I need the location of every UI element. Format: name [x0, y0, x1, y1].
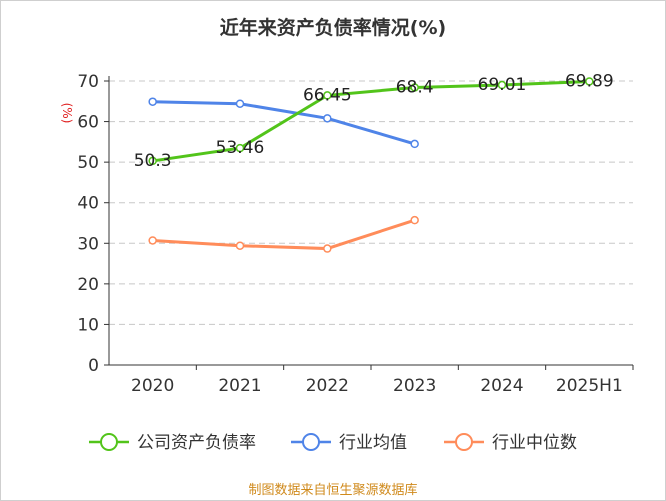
x-tick-label: 2022	[306, 376, 349, 396]
data-point	[410, 215, 419, 225]
chart-title: 近年来资产负债率情况(%)	[219, 17, 447, 39]
data-point	[235, 241, 245, 250]
data-point	[148, 97, 157, 106]
data-point	[323, 244, 332, 253]
data-label: 50.3	[134, 151, 172, 171]
data-point	[497, 80, 507, 90]
data-label: 68.4	[396, 77, 434, 97]
data-point	[235, 143, 245, 153]
legend-marker	[302, 433, 320, 451]
x-tick-label: 2020	[131, 376, 174, 396]
series-line-2	[152, 218, 416, 251]
y-tick-label: 0	[88, 356, 99, 376]
data-label: 53.46	[216, 138, 265, 158]
data-point	[148, 156, 157, 166]
y-tick-label: 40	[77, 194, 99, 214]
legend-label: 行业中位数	[492, 433, 577, 453]
data-label: 69.89	[565, 71, 614, 91]
data-point	[410, 139, 419, 149]
y-axis-label: (%)	[60, 103, 74, 124]
y-tick-label: 50	[77, 153, 99, 173]
x-tick-label: 2025H1	[556, 376, 623, 396]
y-tick-label: 30	[77, 234, 99, 254]
data-point	[148, 236, 157, 245]
legend-marker	[100, 433, 118, 451]
x-tick-label: 2021	[218, 376, 261, 396]
data-label: 66.45	[303, 85, 352, 105]
data-point	[323, 91, 332, 100]
series-line-1	[152, 100, 416, 146]
legend-label: 行业均值	[339, 433, 407, 453]
source-note: 制图数据来自恒生聚源数据库	[248, 483, 418, 498]
y-tick-label: 70	[77, 72, 99, 92]
data-label: 69.01	[478, 75, 527, 95]
x-tick-label: 2023	[393, 376, 436, 396]
data-point	[585, 77, 594, 86]
data-point	[235, 99, 245, 108]
series-line-0	[152, 79, 590, 163]
y-tick-label: 20	[77, 275, 99, 295]
data-point	[323, 114, 332, 123]
x-tick-label: 2024	[480, 376, 523, 396]
data-point	[410, 83, 419, 92]
legend-label: 公司资产负债率	[137, 433, 256, 453]
y-tick-label: 60	[77, 113, 99, 133]
legend-marker	[455, 433, 473, 451]
y-tick-label: 10	[77, 315, 99, 335]
